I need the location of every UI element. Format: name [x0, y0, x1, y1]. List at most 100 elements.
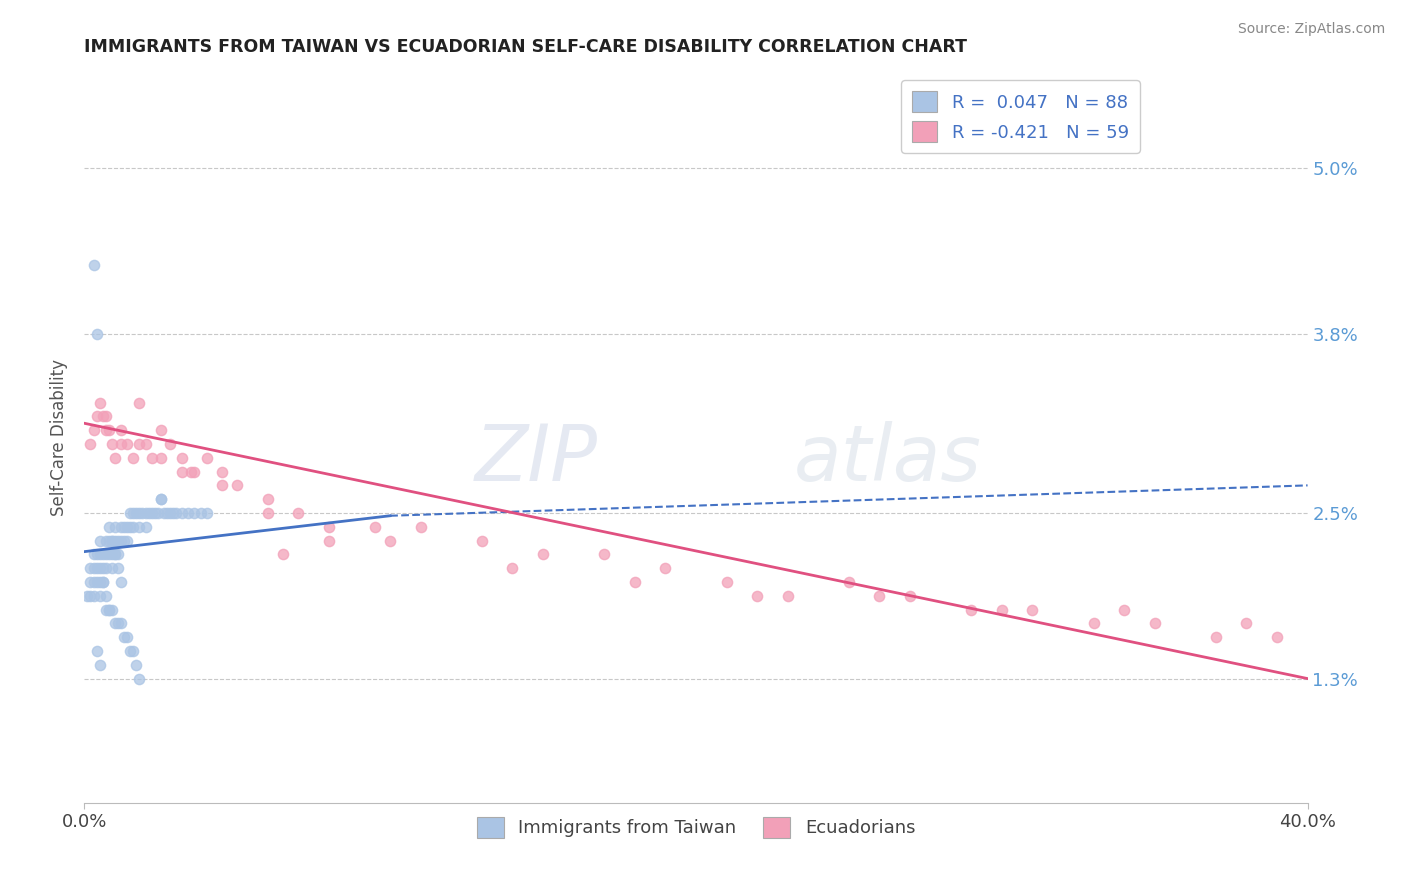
Point	[318, 520, 340, 534]
Point	[211, 478, 233, 492]
Point	[287, 506, 309, 520]
Point	[110, 437, 132, 451]
Point	[128, 437, 150, 451]
Point	[149, 423, 172, 437]
Point	[86, 644, 108, 658]
Point	[115, 630, 138, 644]
Point	[128, 506, 150, 520]
Point	[146, 506, 169, 520]
Point	[89, 533, 111, 548]
Point	[162, 506, 184, 520]
Point	[104, 533, 127, 548]
Point	[838, 574, 860, 589]
Point	[593, 548, 616, 562]
Point	[97, 602, 120, 616]
Point	[104, 520, 127, 534]
Point	[125, 506, 148, 520]
Point	[89, 548, 111, 562]
Point	[122, 644, 145, 658]
Y-axis label: Self-Care Disability: Self-Care Disability	[51, 359, 69, 516]
Point	[120, 520, 142, 534]
Point	[89, 657, 111, 672]
Point	[91, 548, 114, 562]
Point	[97, 533, 120, 548]
Point	[211, 465, 233, 479]
Point	[97, 602, 120, 616]
Point	[97, 520, 120, 534]
Point	[149, 492, 172, 507]
Point	[869, 589, 891, 603]
Text: Source: ZipAtlas.com: Source: ZipAtlas.com	[1237, 22, 1385, 37]
Point	[107, 616, 129, 631]
Point	[107, 533, 129, 548]
Point	[89, 395, 111, 409]
Point	[153, 506, 176, 520]
Point	[94, 561, 117, 575]
Point	[135, 520, 157, 534]
Point	[86, 561, 108, 575]
Point	[141, 506, 163, 520]
Point	[226, 478, 249, 492]
Point	[180, 465, 202, 479]
Point	[120, 506, 142, 520]
Point	[195, 506, 218, 520]
Point	[172, 450, 194, 465]
Point	[128, 520, 150, 534]
Point	[112, 533, 135, 548]
Point	[110, 520, 132, 534]
Point	[122, 520, 145, 534]
Point	[115, 520, 138, 534]
Point	[110, 423, 132, 437]
Point	[94, 533, 117, 548]
Point	[991, 602, 1014, 616]
Point	[183, 506, 205, 520]
Point	[110, 574, 132, 589]
Point	[107, 561, 129, 575]
Point	[141, 450, 163, 465]
Point	[91, 561, 114, 575]
Point	[101, 437, 124, 451]
Point	[89, 589, 111, 603]
Point	[1114, 602, 1136, 616]
Point	[115, 533, 138, 548]
Point	[776, 589, 799, 603]
Point	[135, 506, 157, 520]
Point	[654, 561, 676, 575]
Point	[79, 561, 101, 575]
Point	[101, 548, 124, 562]
Point	[86, 574, 108, 589]
Point	[172, 465, 194, 479]
Point	[380, 533, 402, 548]
Point	[97, 423, 120, 437]
Point	[104, 548, 127, 562]
Point	[89, 561, 111, 575]
Point	[91, 409, 114, 424]
Point	[1143, 616, 1166, 631]
Point	[159, 437, 181, 451]
Text: IMMIGRANTS FROM TAIWAN VS ECUADORIAN SELF-CARE DISABILITY CORRELATION CHART: IMMIGRANTS FROM TAIWAN VS ECUADORIAN SEL…	[84, 38, 967, 56]
Point	[86, 326, 108, 341]
Point	[271, 548, 294, 562]
Point	[91, 574, 114, 589]
Point	[318, 533, 340, 548]
Point	[94, 548, 117, 562]
Point	[257, 506, 280, 520]
Point	[502, 561, 524, 575]
Point	[716, 574, 738, 589]
Point	[177, 506, 200, 520]
Point	[91, 574, 114, 589]
Point	[165, 506, 187, 520]
Point	[83, 423, 105, 437]
Point	[122, 506, 145, 520]
Point	[94, 409, 117, 424]
Point	[112, 630, 135, 644]
Point	[159, 506, 181, 520]
Text: ZIP: ZIP	[475, 421, 598, 497]
Point	[898, 589, 921, 603]
Point	[135, 437, 157, 451]
Point	[1083, 616, 1105, 631]
Point	[1205, 630, 1227, 644]
Point	[471, 533, 494, 548]
Point	[531, 548, 554, 562]
Point	[107, 548, 129, 562]
